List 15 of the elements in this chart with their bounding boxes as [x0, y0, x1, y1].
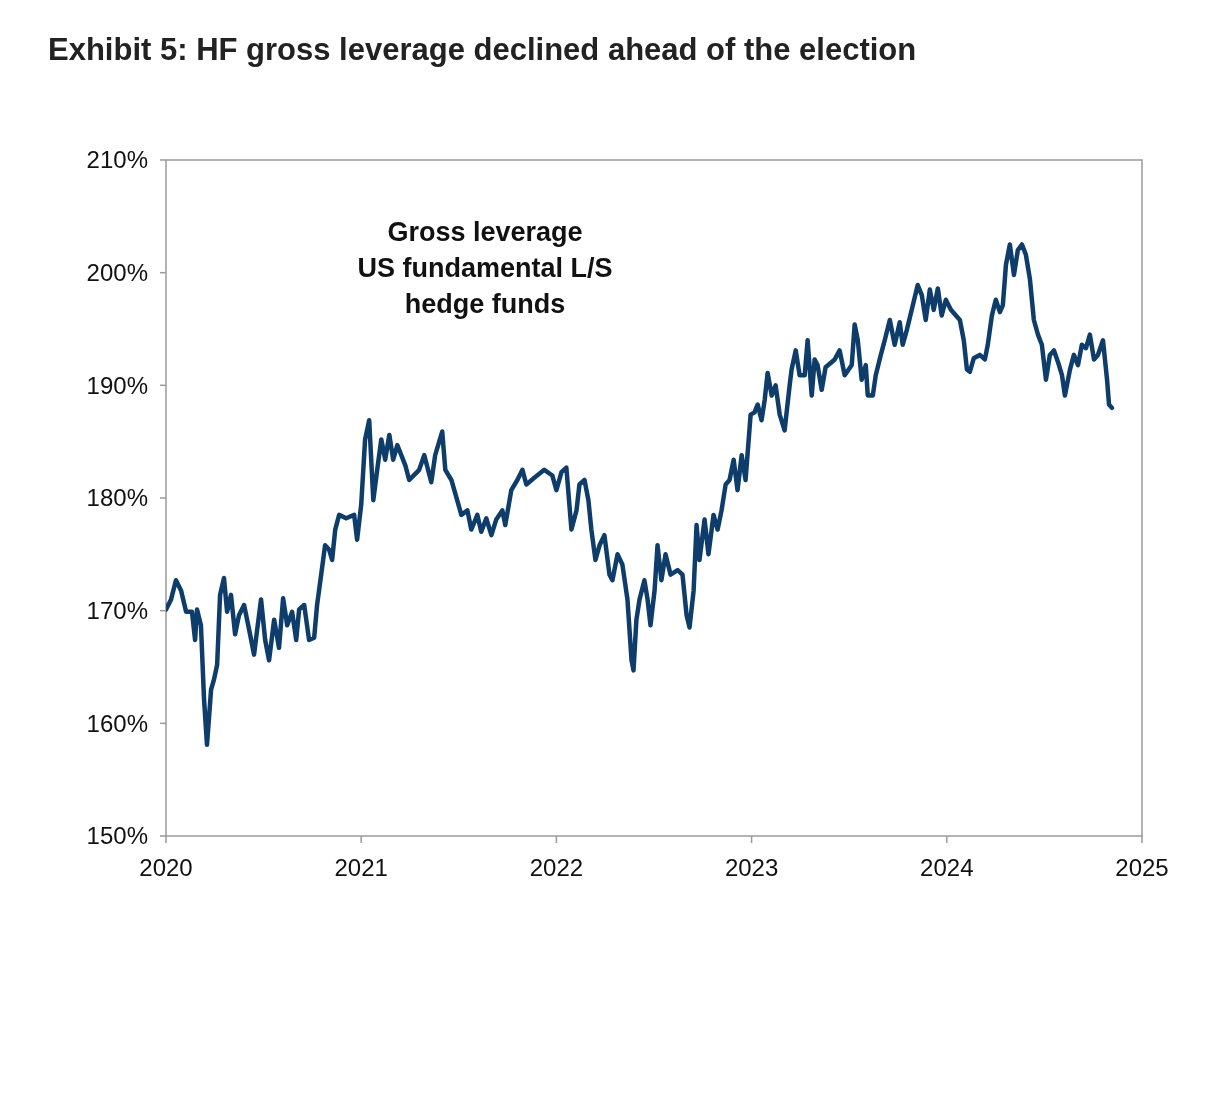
x-tick-label: 2021: [334, 854, 388, 881]
y-tick-label: 170%: [86, 597, 148, 625]
y-tick-label: 150%: [86, 822, 148, 850]
annotation: Gross leverage US fundamental L/S hedge funds: [357, 217, 613, 319]
y-tick-label: 160%: [86, 709, 148, 737]
x-tick-label: 2022: [529, 854, 584, 881]
y-tick-label: 200%: [86, 259, 148, 287]
x-tick-label: 2024: [920, 854, 974, 881]
x-tick-label: 2023: [724, 854, 779, 881]
x-tick-label: 2020: [139, 854, 193, 881]
y-tick-label: 190%: [86, 371, 148, 399]
chart-title: Exhibit 5: HF gross leverage declined ahead of the election: [48, 32, 917, 67]
x-tick-label: 2025: [1115, 854, 1169, 881]
y-tick-label: 180%: [86, 484, 148, 512]
y-tick-label: 210%: [86, 146, 148, 174]
